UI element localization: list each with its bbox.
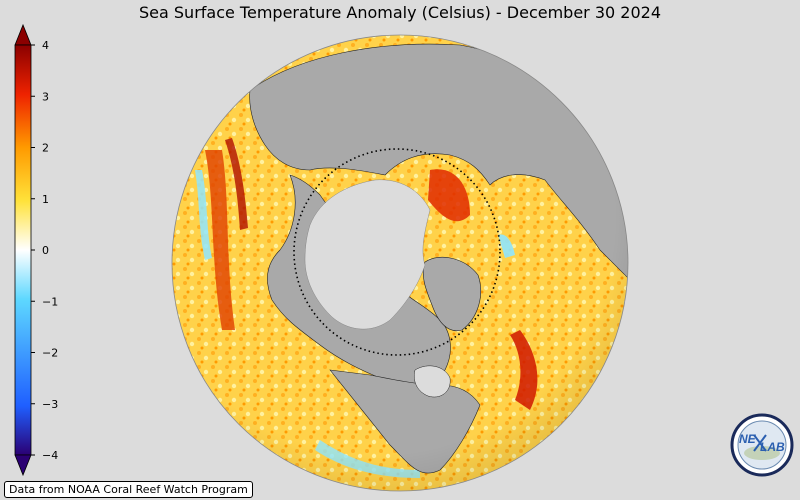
colorbar-tick-label: 0: [42, 244, 49, 257]
map-title: Sea Surface Temperature Anomaly (Celsius…: [139, 3, 661, 22]
colorbar-tick-label: −2: [42, 347, 58, 360]
colorbar-bottom-arrow: [14, 454, 32, 477]
colorbar-tick-label: −4: [42, 449, 58, 462]
nexlab-logo: NE LAB: [730, 413, 794, 477]
colorbar-tick-label: 2: [42, 142, 49, 155]
logo-x-mark: [753, 434, 767, 452]
data-credit: Data from NOAA Coral Reef Watch Program: [4, 481, 253, 498]
colorbar-tick-label: 3: [42, 90, 49, 103]
colorbar: 4 3 2 1 0 −1 −2 −3 −4: [14, 23, 58, 477]
colorbar-tick-label: 4: [42, 39, 49, 52]
colorbar-tick-label: −3: [42, 398, 58, 411]
logo-text-left: NE: [739, 432, 757, 446]
colorbar-tick-label: 1: [42, 193, 49, 206]
colorbar-tick-label: −1: [42, 295, 58, 308]
globe-outline: [171, 34, 629, 492]
